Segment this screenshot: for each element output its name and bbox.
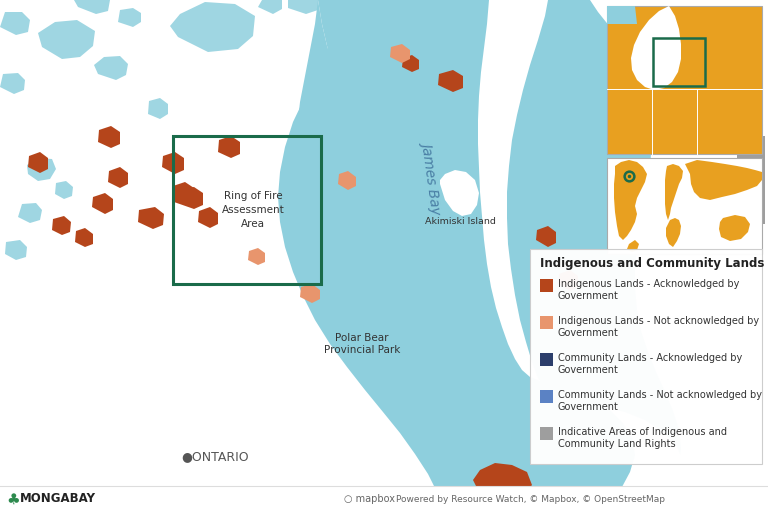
Polygon shape — [138, 207, 164, 229]
Text: James Bay: James Bay — [420, 140, 444, 214]
Polygon shape — [507, 0, 768, 512]
Text: Indigenous and Community Lands: Indigenous and Community Lands — [540, 257, 764, 269]
Text: Government: Government — [558, 328, 619, 338]
Polygon shape — [390, 44, 410, 63]
Polygon shape — [108, 167, 128, 188]
Polygon shape — [0, 12, 30, 35]
Polygon shape — [28, 152, 48, 173]
Text: Indigenous Lands - Not acknowledged by: Indigenous Lands - Not acknowledged by — [558, 316, 759, 326]
Polygon shape — [631, 6, 681, 90]
Text: Community Lands - Acknowledged by: Community Lands - Acknowledged by — [558, 353, 742, 363]
Polygon shape — [300, 284, 320, 303]
Polygon shape — [627, 240, 639, 252]
Polygon shape — [402, 55, 419, 72]
Polygon shape — [458, 493, 488, 510]
Polygon shape — [258, 0, 282, 14]
Polygon shape — [18, 203, 42, 223]
Text: ○ mapbox: ○ mapbox — [345, 494, 396, 504]
Text: Polar Bear
Provincial Park: Polar Bear Provincial Park — [324, 333, 400, 355]
Bar — [607, 6, 762, 154]
Text: Community Lands - Not acknowledged by: Community Lands - Not acknowledged by — [558, 390, 762, 400]
Bar — [540, 390, 553, 403]
Polygon shape — [94, 56, 128, 80]
Polygon shape — [55, 181, 73, 199]
Text: MONGABAY: MONGABAY — [20, 493, 96, 505]
Polygon shape — [685, 160, 762, 200]
Polygon shape — [98, 126, 120, 148]
Polygon shape — [5, 240, 27, 260]
Polygon shape — [38, 20, 95, 59]
Text: ♣: ♣ — [6, 492, 20, 506]
Polygon shape — [665, 164, 683, 220]
Polygon shape — [440, 170, 479, 216]
Bar — [540, 353, 553, 366]
Text: Indicative Areas of Indigenous and: Indicative Areas of Indigenous and — [558, 427, 727, 437]
Polygon shape — [473, 463, 532, 500]
Bar — [530, 249, 762, 464]
Polygon shape — [438, 70, 463, 92]
Bar — [540, 279, 553, 292]
Polygon shape — [218, 136, 240, 158]
Polygon shape — [92, 193, 113, 214]
Text: Akimiski Island: Akimiski Island — [425, 218, 495, 226]
Bar — [653, 38, 705, 86]
Text: Government: Government — [558, 365, 619, 375]
Polygon shape — [75, 228, 93, 247]
Polygon shape — [338, 171, 356, 190]
Bar — [540, 316, 553, 329]
Polygon shape — [607, 6, 637, 24]
Polygon shape — [297, 0, 467, 504]
Polygon shape — [52, 216, 71, 235]
Polygon shape — [170, 2, 255, 52]
Polygon shape — [118, 8, 141, 27]
Polygon shape — [558, 270, 578, 291]
Text: Government: Government — [558, 402, 619, 412]
Bar — [737, 136, 765, 224]
Polygon shape — [74, 0, 110, 14]
Polygon shape — [614, 160, 647, 240]
Bar — [0, 486, 768, 512]
Polygon shape — [174, 187, 203, 209]
Polygon shape — [0, 73, 25, 94]
Polygon shape — [248, 248, 265, 265]
Polygon shape — [318, 0, 533, 504]
Bar — [607, 158, 762, 254]
Polygon shape — [590, 0, 768, 512]
Text: Indigenous Lands - Acknowledged by: Indigenous Lands - Acknowledged by — [558, 279, 740, 289]
Polygon shape — [278, 0, 635, 512]
Polygon shape — [198, 207, 218, 228]
Polygon shape — [536, 226, 556, 247]
Bar — [540, 427, 553, 440]
Polygon shape — [148, 98, 168, 119]
Polygon shape — [27, 158, 56, 181]
Polygon shape — [162, 152, 184, 174]
Text: Community Land Rights: Community Land Rights — [558, 439, 676, 449]
Bar — [173, 136, 321, 284]
Polygon shape — [719, 215, 750, 241]
Polygon shape — [172, 182, 194, 204]
Text: Powered by Resource Watch, © Mapbox, © OpenStreetMap: Powered by Resource Watch, © Mapbox, © O… — [396, 495, 664, 503]
Text: Ring of Fire
Assessment
Area: Ring of Fire Assessment Area — [222, 191, 284, 229]
Text: ●ONTARIO: ●ONTARIO — [181, 451, 249, 463]
Polygon shape — [288, 0, 318, 14]
Text: Government: Government — [558, 291, 619, 301]
Polygon shape — [666, 218, 681, 247]
